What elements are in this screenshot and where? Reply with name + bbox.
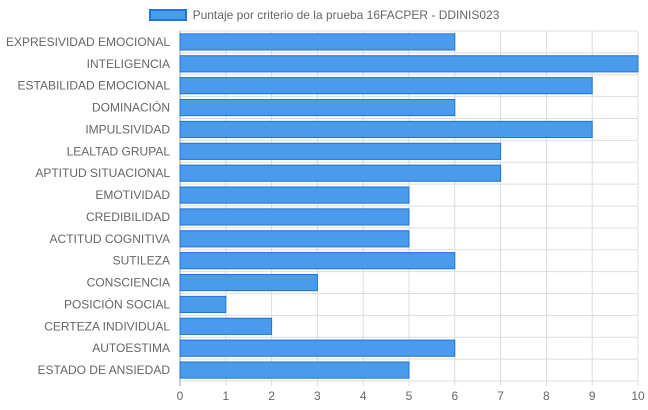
chart-legend[interactable]: Puntaje por criterio de la prueba 16FACP… — [0, 5, 648, 25]
bar — [179, 164, 502, 182]
category-label: ACTITUD COGNITIVA — [50, 232, 170, 246]
bar — [179, 208, 410, 226]
x-tick-label: 5 — [406, 389, 413, 403]
category-label: INTELIGENCIA — [87, 57, 170, 71]
bar — [179, 77, 593, 95]
bar — [179, 339, 456, 357]
x-tick-label: 2 — [268, 389, 275, 403]
category-label: CREDIBILIDAD — [86, 210, 170, 224]
category-label: IMPULSIVIDAD — [85, 122, 170, 136]
category-label: APTITUD SITUACIONAL — [35, 166, 170, 180]
bar — [179, 120, 593, 139]
bar — [179, 230, 410, 248]
x-tick-label: 8 — [543, 389, 550, 403]
category-label: POSICIÓN SOCIAL — [64, 296, 170, 311]
category-label: EMOTIVIDAD — [95, 188, 170, 202]
bar — [179, 273, 318, 292]
category-label: SUTILEZA — [113, 254, 170, 268]
legend-label: Puntaje por criterio de la prueba 16FACP… — [192, 8, 500, 22]
category-label: ESTADO DE ANSIEDAD — [38, 363, 171, 377]
bar — [179, 252, 456, 270]
category-label: ESTABILIDAD EMOCIONAL — [18, 79, 171, 93]
category-label: EXPRESIVIDAD EMOCIONAL — [6, 35, 170, 49]
bar — [179, 361, 410, 379]
category-label: LEALTAD GRUPAL — [67, 144, 171, 158]
bar — [179, 142, 502, 160]
bar — [179, 317, 273, 335]
x-tick-label: 6 — [451, 389, 458, 403]
x-tick-label: 1 — [222, 389, 229, 403]
category-label: CONSCIENCIA — [87, 276, 170, 290]
x-tick-label: 10 — [631, 389, 645, 403]
x-tick-label: 3 — [314, 389, 321, 403]
bar — [179, 186, 410, 204]
x-tick-label: 7 — [497, 389, 504, 403]
bar — [179, 33, 456, 51]
category-label: CERTEZA INDIVIDUAL — [44, 319, 170, 333]
x-tick-label: 0 — [177, 389, 184, 403]
category-label: DOMINACIÓN — [92, 100, 170, 115]
x-tick-label: 9 — [589, 389, 596, 403]
legend-swatch — [148, 9, 187, 21]
x-tick-label: 4 — [360, 389, 367, 403]
bar — [179, 295, 227, 314]
bar — [179, 98, 456, 117]
bar — [179, 55, 639, 73]
category-label: AUTOESTIMA — [92, 341, 170, 355]
